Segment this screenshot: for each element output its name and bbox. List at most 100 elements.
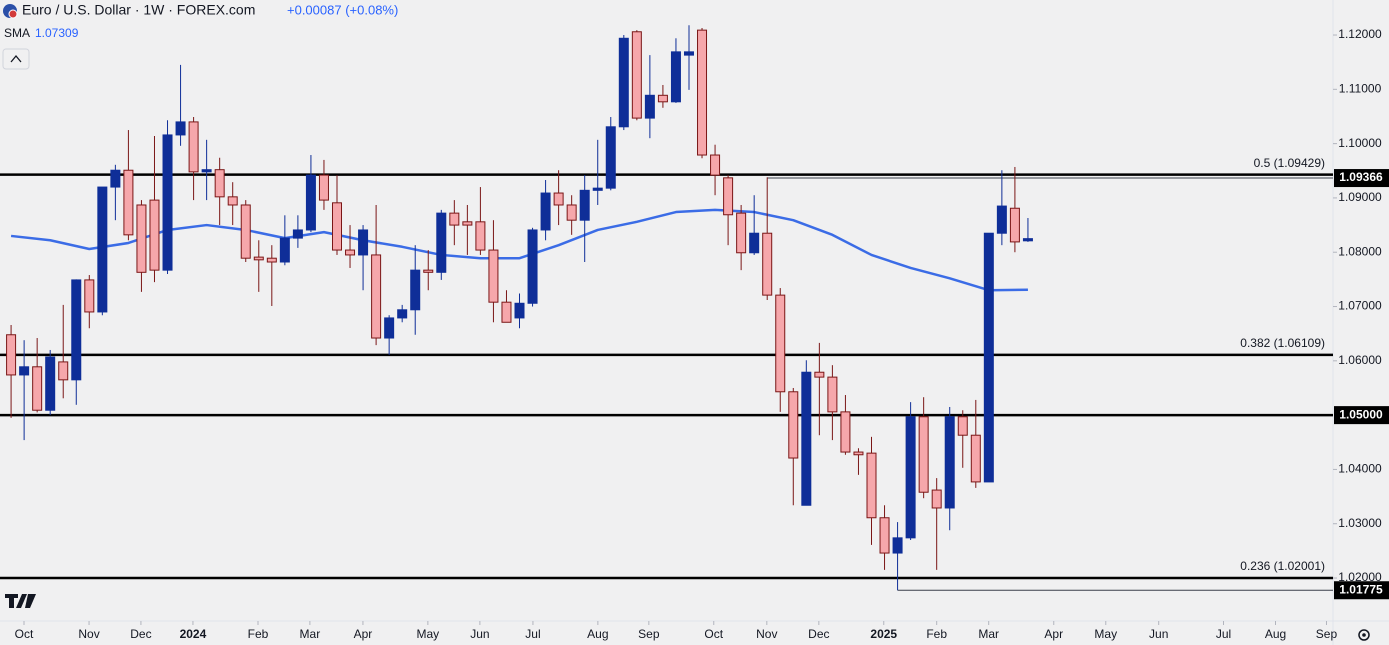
candle-body bbox=[879, 517, 890, 554]
x-tick-label: Jul bbox=[525, 627, 540, 641]
collapse-button[interactable] bbox=[2, 48, 30, 70]
y-tick-label: 1.04000 bbox=[1338, 462, 1382, 476]
settings-icon[interactable] bbox=[1358, 629, 1370, 641]
x-tick-label: Jun bbox=[1149, 627, 1168, 641]
indicator-value: 1.07309 bbox=[35, 26, 79, 40]
candle-body bbox=[410, 269, 421, 311]
x-tick-label: Feb bbox=[248, 627, 269, 641]
y-tick-label: 1.07000 bbox=[1338, 299, 1382, 313]
sma-line bbox=[10, 208, 1028, 292]
level-box bbox=[1334, 406, 1389, 425]
y-tick-label: 1.10000 bbox=[1338, 136, 1382, 150]
x-tick-label: Aug bbox=[1265, 627, 1286, 641]
level-box-label: 1.01775 bbox=[1339, 582, 1383, 596]
y-tick-label: 1.09000 bbox=[1338, 190, 1382, 204]
y-tick-label: 1.11000 bbox=[1339, 81, 1382, 95]
candle-body bbox=[358, 229, 369, 256]
x-tick-label: 2025 bbox=[870, 627, 897, 641]
x-tick-label: May bbox=[1094, 627, 1117, 641]
candle-body bbox=[488, 249, 499, 303]
candle-body bbox=[436, 212, 447, 273]
x-tick-label: May bbox=[417, 627, 440, 641]
candle-body bbox=[1009, 207, 1020, 243]
x-tick-label: Apr bbox=[354, 627, 373, 641]
candle-body bbox=[384, 317, 395, 339]
candle-body bbox=[162, 134, 173, 271]
candle-body bbox=[240, 204, 251, 259]
candle-body bbox=[501, 301, 512, 323]
candle-body bbox=[983, 232, 994, 483]
chart-title: Euro / U.S. Dollar · 1W · FOREX.com bbox=[22, 2, 255, 18]
candle-body bbox=[996, 205, 1007, 234]
price-change: +0.00087 (+0.08%) bbox=[287, 2, 398, 17]
candle-body bbox=[1022, 238, 1033, 242]
candle-body bbox=[592, 187, 603, 191]
x-tick-label: Oct bbox=[704, 627, 723, 641]
candle-body bbox=[371, 254, 382, 339]
candle-body bbox=[801, 371, 812, 506]
candle-body bbox=[345, 249, 356, 256]
x-tick-label: Feb bbox=[926, 627, 947, 641]
candle-body bbox=[892, 537, 903, 554]
candle-body bbox=[918, 416, 929, 493]
candle-body bbox=[540, 192, 551, 231]
x-tick-label: Nov bbox=[756, 627, 777, 641]
candle-body bbox=[618, 37, 629, 128]
candle-body bbox=[697, 29, 708, 156]
flag-icon bbox=[8, 9, 18, 19]
x-tick-label: Dec bbox=[130, 627, 151, 641]
candle-body bbox=[827, 376, 838, 413]
x-tick-label: Aug bbox=[587, 627, 608, 641]
candle-body bbox=[749, 232, 760, 254]
y-tick-label: 1.08000 bbox=[1338, 244, 1382, 258]
candle-body bbox=[814, 371, 825, 378]
x-tick-label: Sep bbox=[1316, 627, 1338, 641]
candle-body bbox=[631, 31, 642, 119]
x-tick-label: Dec bbox=[808, 627, 829, 641]
candle-body bbox=[657, 94, 668, 103]
level-box bbox=[1334, 169, 1389, 188]
candle-body bbox=[475, 221, 486, 251]
candle-body bbox=[214, 169, 225, 198]
candle-body bbox=[58, 361, 69, 381]
x-tick-label: Jun bbox=[470, 627, 489, 641]
indicator-name[interactable]: SMA bbox=[4, 26, 30, 40]
candle-body bbox=[188, 121, 199, 173]
candle-body bbox=[279, 237, 290, 263]
candle-body bbox=[253, 256, 264, 261]
candle-body bbox=[514, 302, 525, 319]
candle-body bbox=[736, 212, 747, 254]
candle-body bbox=[944, 416, 955, 509]
logo[interactable] bbox=[5, 594, 36, 608]
candle-body bbox=[84, 279, 95, 313]
candle-body bbox=[45, 356, 56, 411]
y-tick-label: 1.12000 bbox=[1338, 27, 1382, 41]
candle-body bbox=[305, 174, 316, 231]
x-tick-label: Mar bbox=[300, 627, 321, 641]
y-tick-label: 1.03000 bbox=[1338, 516, 1382, 530]
level-label: 0.236 (1.02001) bbox=[1240, 559, 1325, 573]
candle-body bbox=[970, 434, 981, 483]
collapse-icon bbox=[10, 54, 22, 63]
candle-body bbox=[32, 366, 43, 411]
candle-body bbox=[566, 204, 577, 221]
candle-body bbox=[931, 489, 942, 509]
candle-body bbox=[788, 391, 799, 459]
level-box bbox=[1334, 581, 1389, 600]
candle-body bbox=[318, 174, 329, 201]
candle-body bbox=[853, 451, 864, 456]
x-tick-label: Jul bbox=[1216, 627, 1231, 641]
candle-body bbox=[227, 196, 238, 206]
candle-body bbox=[840, 411, 851, 453]
candle-body bbox=[462, 221, 473, 226]
candle-body bbox=[670, 51, 681, 103]
candle-body bbox=[957, 416, 968, 436]
candle-body bbox=[292, 229, 303, 239]
x-tick-label: Sep bbox=[638, 627, 660, 641]
candle-body bbox=[710, 154, 721, 176]
candle-body bbox=[201, 169, 212, 173]
candle-body bbox=[123, 169, 134, 236]
